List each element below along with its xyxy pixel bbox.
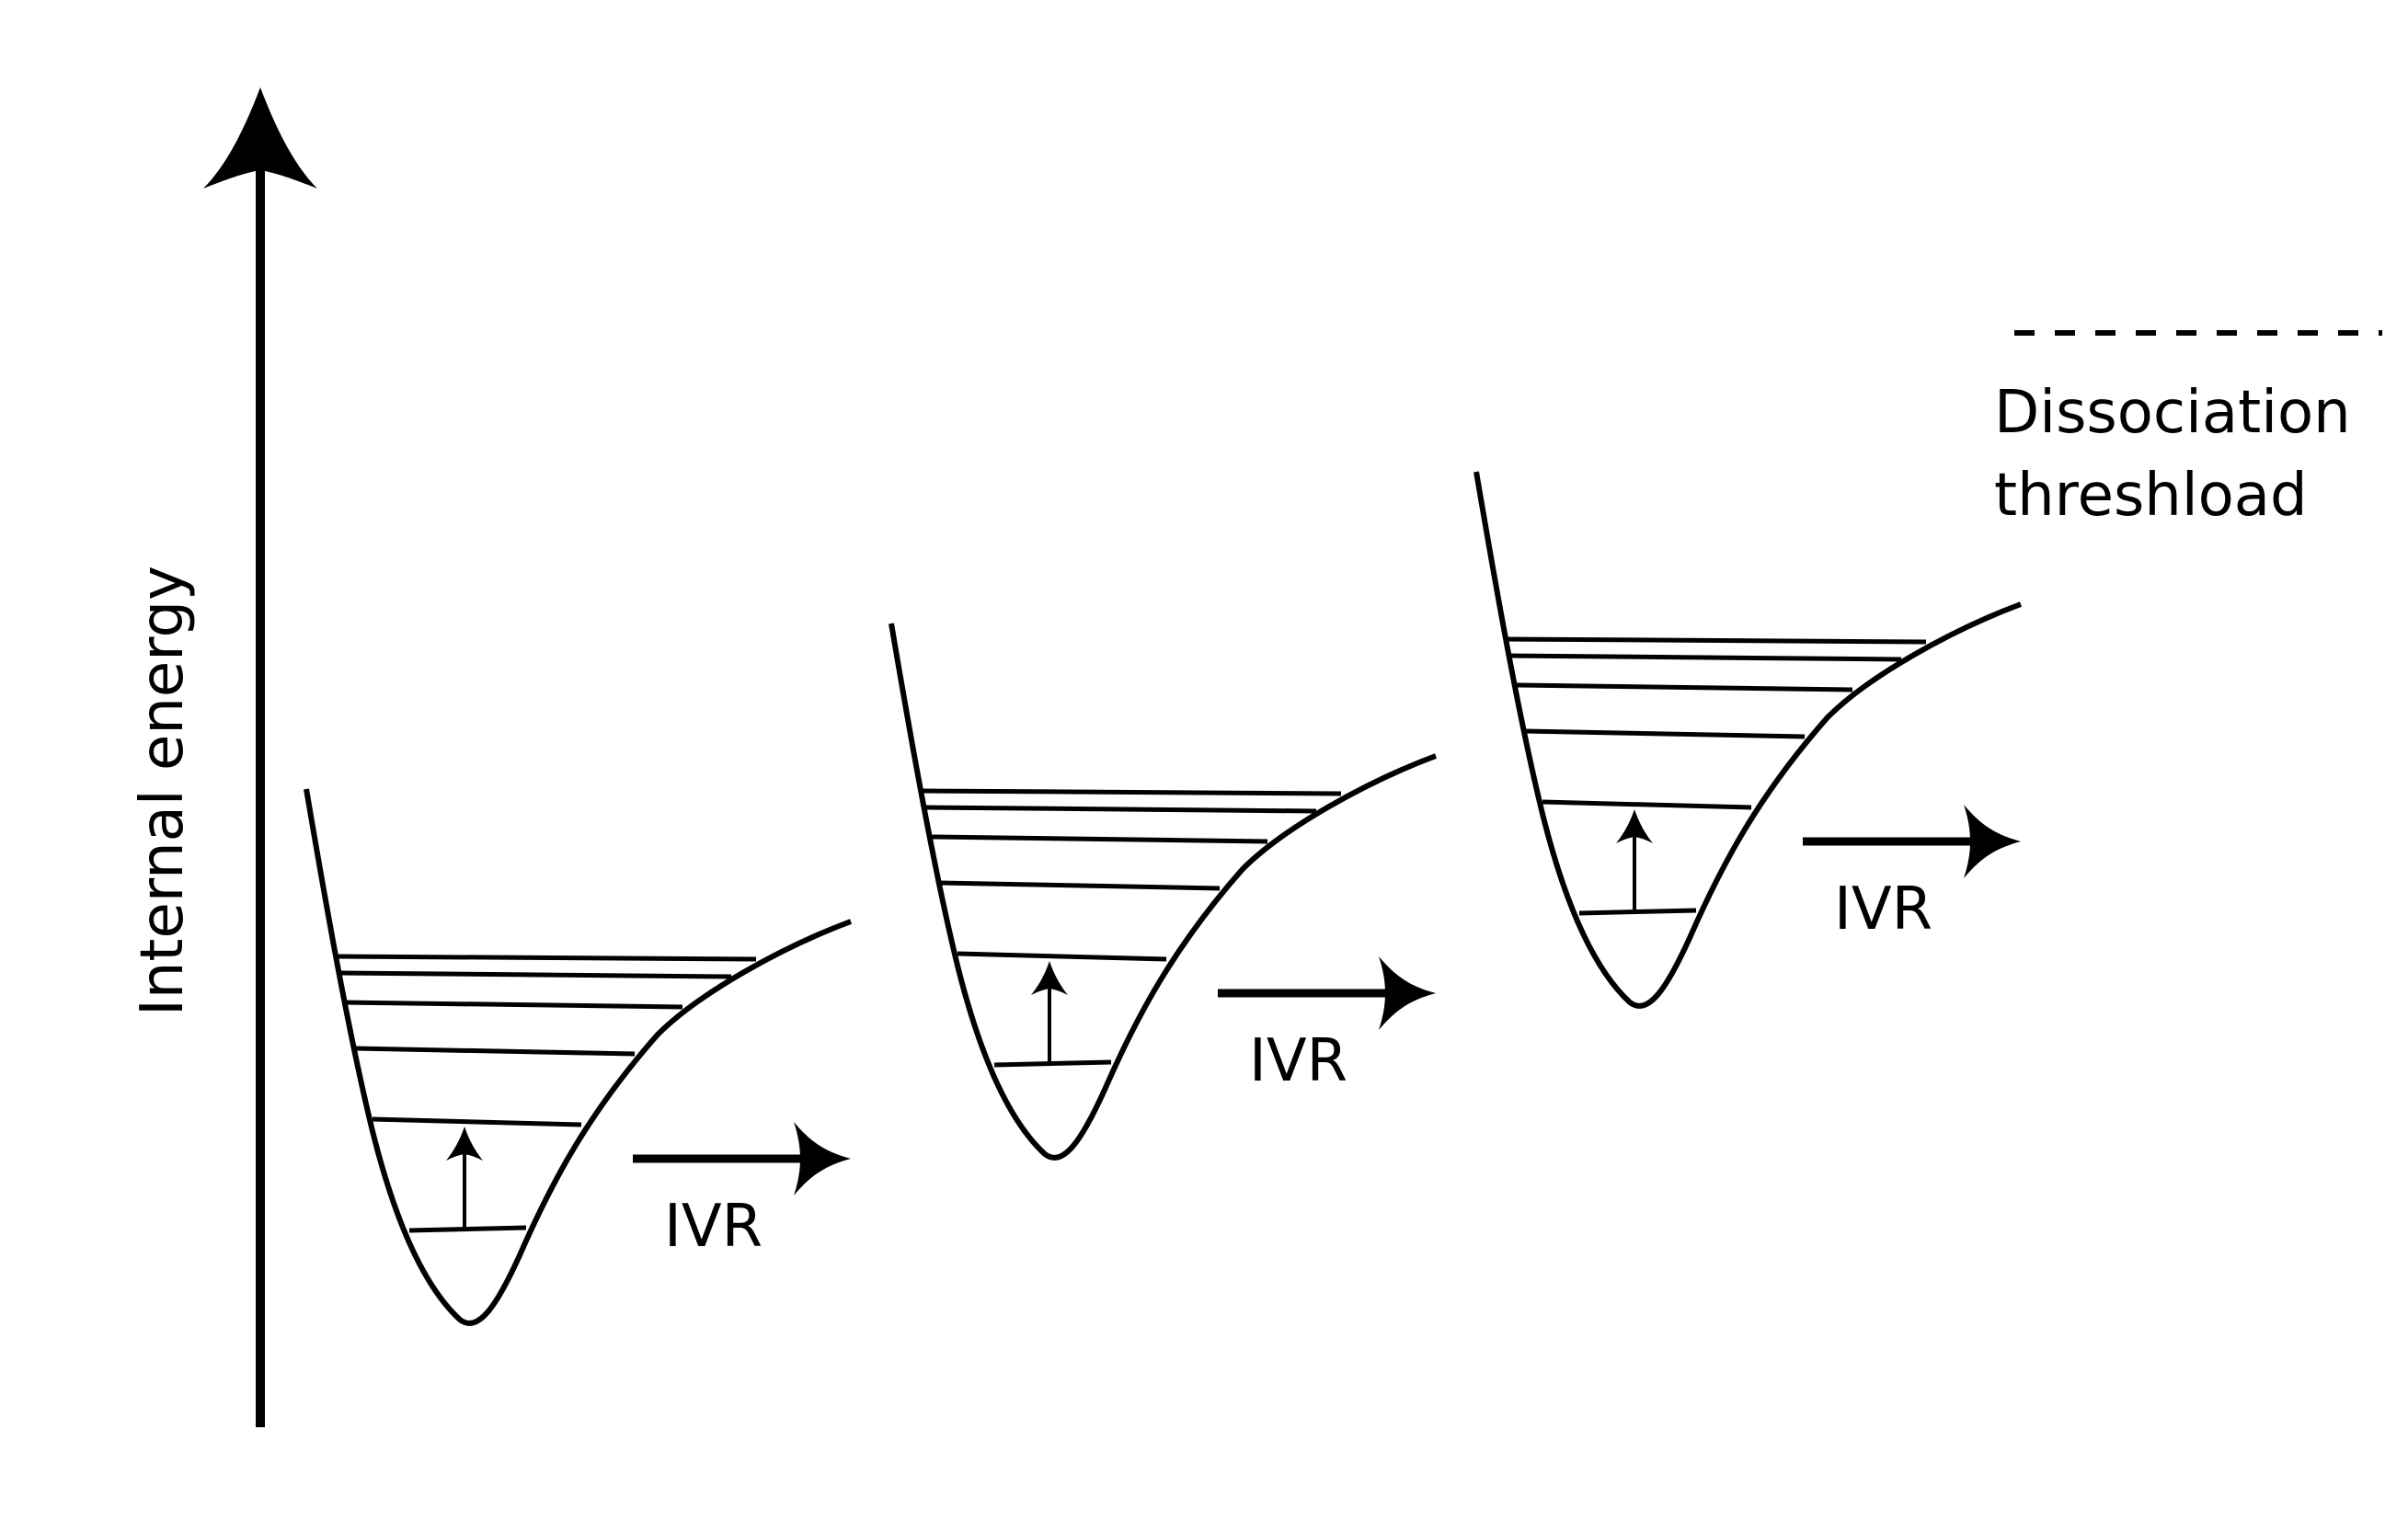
vibrational-level-3 (353, 1046, 636, 1057)
potential-wells: IVR IVR IVR (304, 471, 2023, 1326)
ivr-arrowhead (1964, 805, 2021, 878)
potential-curve (889, 623, 1438, 1161)
excitation-arrowhead (1616, 809, 1653, 843)
vibrational-level-6 (1506, 636, 1927, 645)
ivr-label: IVR (1834, 875, 1932, 944)
vibrational-level-5 (924, 805, 1317, 814)
vibrational-level-3 (938, 880, 1221, 891)
well-2: IVR (889, 623, 1438, 1161)
ivr-label: IVR (1249, 1027, 1347, 1095)
y-axis: Internal energy (129, 87, 317, 1427)
vibrational-level-1 (1578, 908, 1697, 916)
y-axis-arrowhead (203, 87, 317, 189)
potential-curve (304, 788, 853, 1326)
vibrational-level-2 (957, 951, 1167, 962)
vibrational-level-6 (336, 954, 757, 962)
vibrational-level-6 (921, 788, 1342, 796)
legend-label-line2: threshload (1994, 462, 2308, 530)
legend: Dissociation threshload (1994, 330, 2382, 530)
vibrational-level-2 (1542, 799, 1752, 810)
y-axis-label: Internal energy (129, 566, 197, 1016)
potential-curve (1473, 471, 2023, 1009)
excitation-arrowhead (1031, 961, 1068, 995)
vibrational-level-5 (339, 970, 732, 979)
well-1: IVR (304, 788, 853, 1326)
ivr-arrowhead (794, 1122, 851, 1196)
vibrational-level-5 (1509, 653, 1902, 662)
vibrational-level-4 (930, 834, 1268, 844)
well-3: IVR (1473, 471, 2023, 1009)
legend-label-line1: Dissociation (1994, 379, 2351, 447)
vibrational-level-4 (345, 1000, 683, 1010)
ivr-arrowhead (1379, 956, 1436, 1030)
excitation-arrowhead (446, 1127, 483, 1161)
vibrational-level-1 (408, 1225, 527, 1233)
vibrational-level-2 (372, 1116, 582, 1127)
ivr-label: IVR (664, 1193, 763, 1261)
vibrational-level-4 (1515, 682, 1853, 692)
vibrational-level-1 (993, 1059, 1112, 1068)
vibrational-level-3 (1523, 728, 1806, 739)
